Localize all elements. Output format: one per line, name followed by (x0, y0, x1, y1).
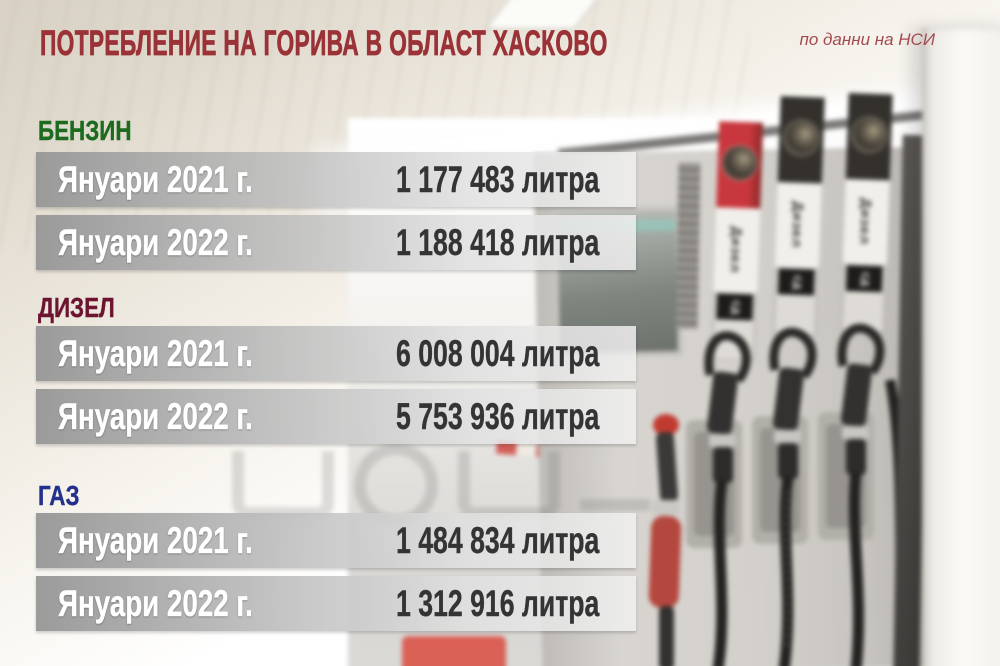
period-label: Януари 2021 г. (58, 333, 253, 374)
value-label: 6 008 004 литра (396, 333, 600, 374)
data-source-text: по данни на НСИ (799, 30, 935, 49)
period-label: Януари 2022 г. (58, 396, 253, 437)
section-label-gaz: ГАЗ (38, 480, 80, 511)
period-label: Януари 2022 г. (58, 222, 253, 263)
value-label: 1 177 483 литра (396, 159, 600, 200)
data-row-gaz-2022: Януари 2022 г. 1 312 916 литра (36, 576, 636, 631)
section-label-dizel: ДИЗЕЛ (38, 292, 115, 323)
white-pillar (922, 28, 1000, 666)
page-title-text: ПОТРЕБЛЕНИЕ НА ГОРИВА В ОБЛАСТ ХАСКОВО (40, 24, 608, 64)
data-row-dizel-2021: Януари 2021 г. 6 008 004 литра (36, 326, 636, 381)
period-label: Януари 2022 г. (58, 583, 253, 624)
data-source-note: по данни на НСИ (735, 30, 935, 50)
period-label: Януари 2021 г. (58, 520, 253, 561)
data-row-benzin-2022: Януари 2022 г. 1 188 418 литра (36, 215, 636, 270)
page-title: ПОТРЕБЛЕНИЕ НА ГОРИВА В ОБЛАСТ ХАСКОВО (40, 24, 913, 64)
value-label: 5 753 936 литра (396, 396, 600, 437)
period-label: Януари 2021 г. (58, 159, 253, 200)
value-label: 1 312 916 литра (396, 583, 600, 624)
data-row-gaz-2021: Януари 2021 г. 1 484 834 литра (36, 513, 636, 568)
red-crate (402, 636, 506, 666)
section-label-benzin: БЕНЗИН (38, 115, 132, 146)
data-row-dizel-2022: Януари 2022 г. 5 753 936 литра (36, 389, 636, 444)
value-label: 1 484 834 литра (396, 520, 600, 561)
data-row-benzin-2021: Януари 2021 г. 1 177 483 литра (36, 152, 636, 207)
value-label: 1 188 418 литра (396, 222, 600, 263)
